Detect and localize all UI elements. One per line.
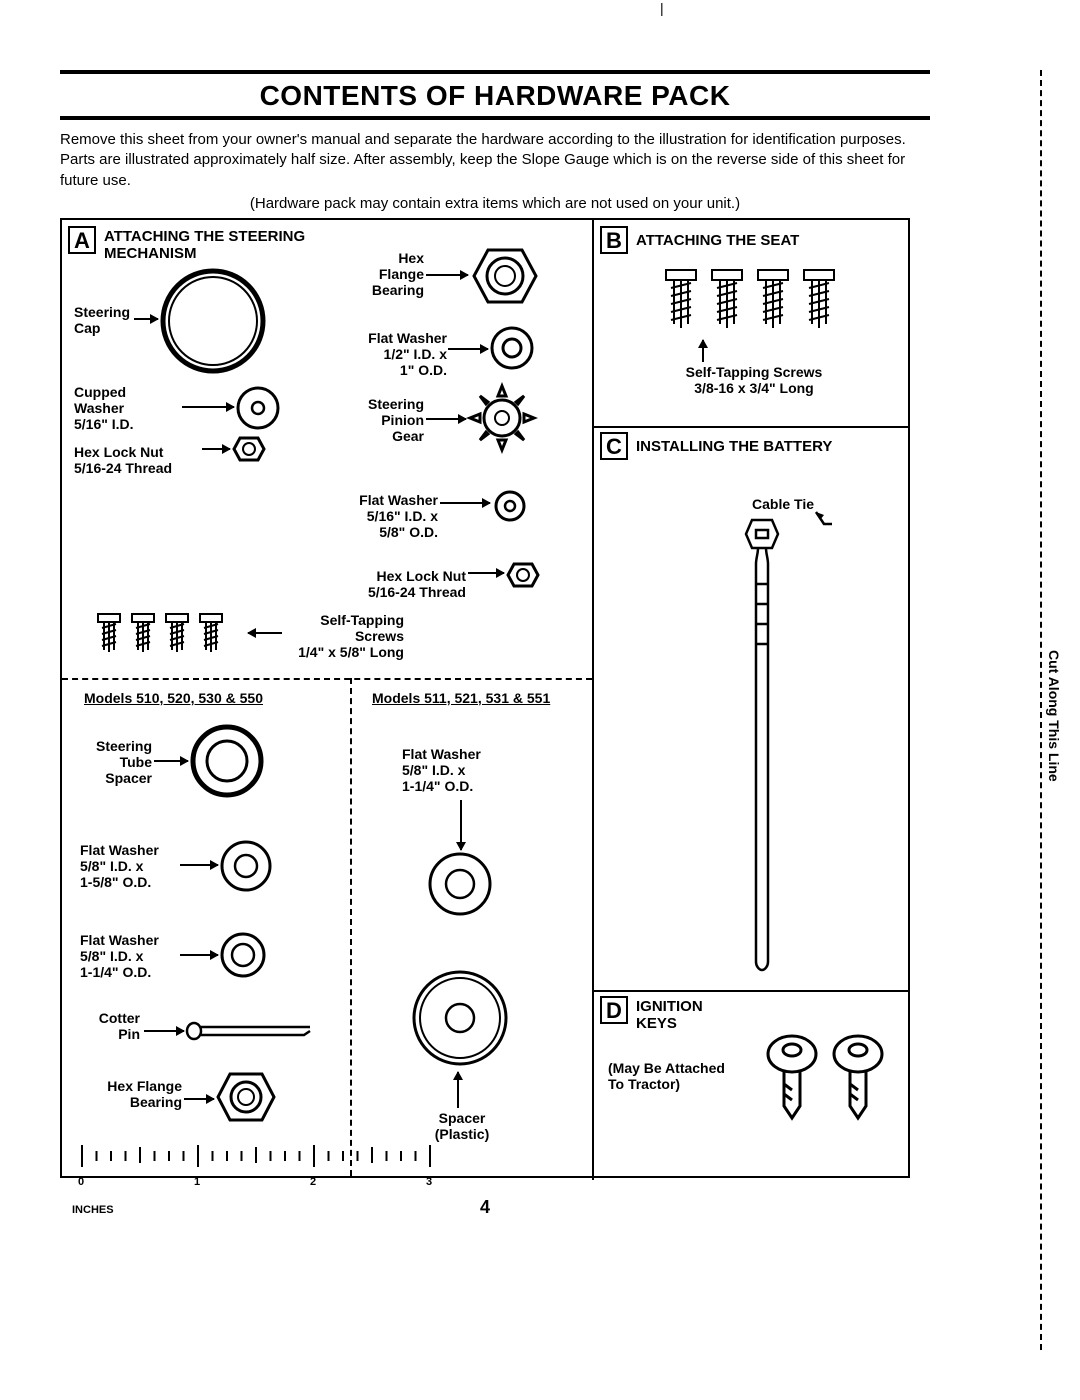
label-spacer-plastic: Spacer(Plastic) bbox=[422, 1110, 502, 1142]
label-flat-washer-58-114-right: Flat Washer5/8" I.D. x1-1/4" O.D. bbox=[402, 746, 481, 794]
self-tapping-screws-icon bbox=[92, 610, 252, 660]
arrow bbox=[426, 274, 468, 276]
ignition-keys-icon bbox=[764, 1032, 894, 1124]
label-self-tap-b: Self-Tapping Screws3/8-16 x 3/4" Long bbox=[654, 364, 854, 396]
arrow bbox=[448, 348, 488, 350]
section-A-letter: A bbox=[68, 226, 96, 254]
divider-vertical bbox=[592, 220, 594, 1180]
arrow bbox=[440, 502, 490, 504]
label-steering-tube-spacer: SteeringTubeSpacer bbox=[80, 738, 152, 786]
hex-lock-nut-icon bbox=[232, 434, 266, 464]
label-keys-note: (May Be AttachedTo Tractor) bbox=[608, 1060, 725, 1092]
page-number: 4 bbox=[480, 1197, 490, 1218]
divider-models-dash bbox=[350, 678, 352, 1176]
section-D-title: IGNITION KEYS bbox=[636, 998, 716, 1032]
divider-CD bbox=[592, 990, 910, 992]
arrow bbox=[180, 864, 218, 866]
ruler: 0 1 2 3 INCHES bbox=[72, 1145, 472, 1216]
page: CONTENTS OF HARDWARE PACK Remove this sh… bbox=[60, 70, 930, 1178]
self-tapping-screws-b-icon bbox=[662, 266, 852, 338]
cable-tie-icon bbox=[732, 514, 792, 974]
cotter-pin-icon bbox=[184, 1020, 314, 1042]
panel-frame: A ATTACHING THE STEERING MECHANISM Steer… bbox=[60, 218, 910, 1178]
hardware-note: (Hardware pack may contain extra items w… bbox=[60, 195, 930, 212]
arrow bbox=[426, 418, 466, 420]
arrow bbox=[182, 406, 234, 408]
label-flat-washer-58-114-left: Flat Washer5/8" I.D. x1-1/4" O.D. bbox=[80, 932, 159, 980]
ruler-label: INCHES bbox=[72, 1204, 472, 1216]
arrow bbox=[144, 1030, 184, 1032]
label-hex-flange-bearing2: Hex FlangeBearing bbox=[92, 1078, 182, 1110]
section-B-letter: B bbox=[600, 226, 628, 254]
arrow bbox=[202, 448, 230, 450]
label-steering-pinion: SteeringPinionGear bbox=[352, 396, 424, 444]
label-flat-washer-half: Flat Washer1/2" I.D. x1" O.D. bbox=[352, 330, 447, 378]
label-hex-flange-bearing: HexFlangeBearing bbox=[354, 250, 424, 298]
arrow bbox=[248, 632, 282, 634]
arrow bbox=[134, 318, 158, 320]
spacer-plastic-icon bbox=[408, 966, 512, 1070]
models-left-title: Models 510, 520, 530 & 550 bbox=[84, 690, 263, 706]
models-right-title: Models 511, 521, 531 & 551 bbox=[372, 690, 550, 706]
flat-washer-icon bbox=[218, 930, 268, 980]
ruler-numbers: 0 1 2 3 bbox=[72, 1176, 472, 1190]
ruler-mark-1: 1 bbox=[194, 1176, 200, 1188]
label-steering-cap: SteeringCap bbox=[74, 304, 130, 336]
divider-A-dash bbox=[62, 678, 592, 680]
flat-washer-icon bbox=[218, 838, 274, 894]
hex-bearing-icon bbox=[214, 1068, 278, 1126]
cut-line bbox=[1040, 70, 1042, 1350]
label-flat-washer-58-158: Flat Washer5/8" I.D. x1-5/8" O.D. bbox=[80, 842, 159, 890]
arrow bbox=[468, 572, 504, 574]
divider-BC bbox=[592, 426, 910, 428]
arrow bbox=[154, 760, 188, 762]
cut-line-label: Cut Along This Line bbox=[1046, 650, 1062, 782]
hex-bearing-icon bbox=[470, 244, 540, 308]
rule-bottom bbox=[60, 116, 930, 120]
tube-spacer-icon bbox=[188, 722, 266, 800]
pinion-gear-icon bbox=[466, 382, 538, 454]
steering-cap-icon bbox=[158, 266, 268, 376]
label-cotter-pin: CotterPin bbox=[92, 1010, 140, 1042]
label-cable-tie: Cable Tie bbox=[752, 496, 814, 512]
intro-text: Remove this sheet from your owner's manu… bbox=[60, 130, 930, 191]
label-hex-lock-nut-b: Hex Lock Nut5/16-24 Thread bbox=[342, 568, 466, 600]
ruler-ticks-icon bbox=[72, 1145, 432, 1171]
label-hex-lock-nut-a: Hex Lock Nut5/16-24 Thread bbox=[74, 444, 172, 476]
section-C-letter: C bbox=[600, 432, 628, 460]
label-flat-washer-516: Flat Washer5/16" I.D. x5/8" O.D. bbox=[338, 492, 438, 540]
arrow bbox=[460, 800, 462, 850]
ruler-mark-2: 2 bbox=[310, 1176, 316, 1188]
hex-lock-nut-icon bbox=[506, 560, 540, 590]
label-cupped-washer: CuppedWasher5/16" I.D. bbox=[74, 384, 134, 432]
label-self-tap-a: Self-TappingScrews1/4" x 5/8" Long bbox=[284, 612, 404, 660]
cupped-washer-icon bbox=[234, 384, 282, 432]
arrow bbox=[180, 954, 218, 956]
arrow bbox=[184, 1098, 214, 1100]
section-B-title: ATTACHING THE SEAT bbox=[636, 232, 799, 249]
arrow bbox=[702, 340, 704, 362]
section-D-letter: D bbox=[600, 996, 628, 1024]
section-C-title: INSTALLING THE BATTERY bbox=[636, 438, 832, 455]
page-title: CONTENTS OF HARDWARE PACK bbox=[60, 74, 930, 116]
ruler-mark-3: 3 bbox=[426, 1176, 432, 1188]
cable-tie-arrow-icon bbox=[814, 510, 834, 530]
flat-washer-icon bbox=[424, 848, 496, 920]
flat-washer-icon bbox=[488, 324, 536, 372]
ruler-mark-0: 0 bbox=[78, 1176, 84, 1188]
arrow bbox=[457, 1072, 459, 1108]
section-A-title: ATTACHING THE STEERING MECHANISM bbox=[104, 228, 334, 262]
flat-washer-small-icon bbox=[492, 488, 528, 524]
